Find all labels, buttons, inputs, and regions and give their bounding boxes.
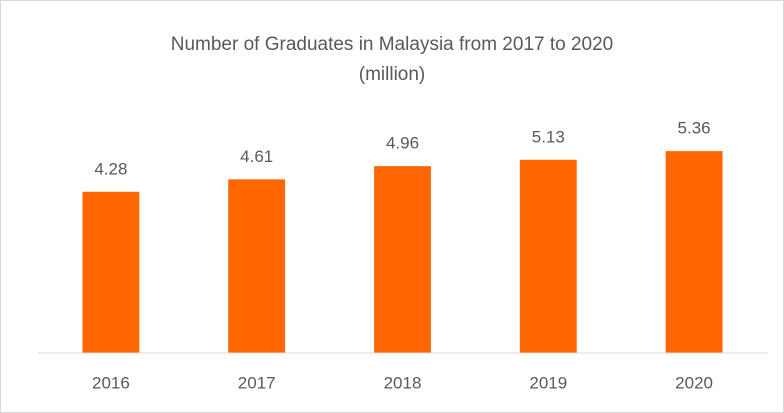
data-label: 4.61: [240, 147, 273, 166]
x-tick-label: 2017: [238, 373, 276, 392]
x-tick-label: 2018: [384, 373, 422, 392]
bar: [665, 151, 723, 353]
chart-title: Number of Graduates in Malaysia from 201…: [171, 34, 614, 55]
data-label: 5.13: [532, 127, 565, 146]
x-tick-label: 2016: [92, 373, 130, 392]
data-label: 4.28: [94, 159, 127, 178]
x-tick-label: 2020: [675, 373, 713, 392]
data-label: 4.96: [386, 134, 419, 153]
bar: [228, 179, 286, 353]
x-tick-label: 2019: [529, 373, 567, 392]
chart-subtitle: (million): [359, 64, 426, 85]
bar: [374, 166, 431, 353]
bar: [519, 159, 577, 353]
data-label: 5.36: [678, 119, 711, 138]
bar: [82, 191, 140, 353]
